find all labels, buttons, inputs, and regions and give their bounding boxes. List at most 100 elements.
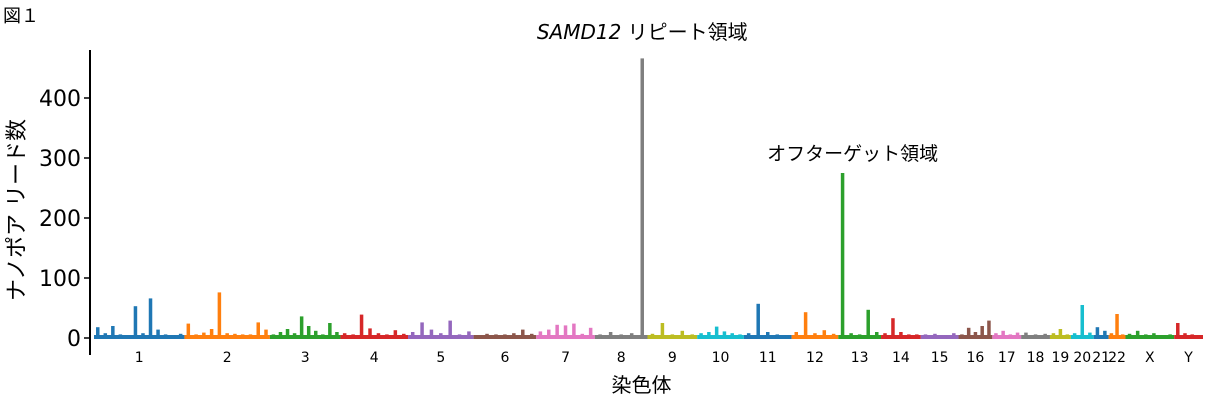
read-count-bar [987, 320, 991, 339]
read-count-bar [299, 316, 304, 339]
read-count-bar [1115, 314, 1119, 339]
read-count-bar [118, 334, 123, 339]
y-tick-label: 300 [39, 147, 81, 172]
x-tick-label-chr-19: 19 [1051, 350, 1069, 366]
annotation-gene-name: SAMD12 [537, 20, 621, 44]
read-count-bar [264, 329, 268, 339]
read-count-bar [1015, 332, 1020, 339]
chromosome-baseline-17 [992, 335, 1022, 339]
read-count-bar [278, 332, 283, 339]
read-count-bar [580, 333, 585, 339]
read-count-bar [866, 309, 870, 339]
read-count-bar [538, 331, 543, 339]
read-count-bar [1109, 333, 1114, 339]
x-tick-label-chr-22: 22 [1108, 350, 1126, 366]
x-tick-label-chr-6: 6 [500, 350, 509, 366]
x-tick-label-chr-13: 13 [851, 350, 869, 366]
x-tick-label-chr-Y: Y [1183, 350, 1193, 366]
read-count-bar [368, 328, 372, 339]
read-count-bar [1072, 333, 1077, 339]
read-count-bar [342, 333, 347, 339]
x-tick-label-chr-20: 20 [1073, 350, 1091, 366]
chromosome-baseline-21 [1093, 335, 1109, 339]
read-count-bar [1144, 334, 1148, 339]
annotation-off-target-region: オフターゲット領域 [767, 143, 938, 165]
chromosome-baseline-4 [340, 335, 409, 339]
read-count-bar [1103, 330, 1107, 339]
read-count-bar [803, 312, 808, 339]
read-count-bar [225, 333, 229, 339]
read-count-bar [891, 318, 895, 339]
read-count-bar [285, 329, 290, 339]
read-count-bar [359, 314, 364, 339]
read-count-bar [96, 327, 100, 339]
read-count-bar [240, 334, 245, 339]
y-tick-label: 100 [39, 267, 81, 292]
read-count-bar [126, 335, 130, 339]
read-count-bar [1095, 327, 1100, 339]
read-count-bar [133, 306, 138, 339]
read-count-bar [640, 58, 644, 340]
annotation-region-text: リピート領域 [621, 20, 747, 44]
read-count-bar [233, 333, 237, 339]
read-count-bar [831, 333, 836, 339]
read-count-bar [980, 326, 984, 339]
read-count-bar [1043, 333, 1047, 339]
figure-label: 図１ [3, 6, 39, 27]
chromosome-baseline-Y [1174, 335, 1203, 339]
read-count-bar [1168, 334, 1172, 339]
read-count-bar [756, 303, 760, 339]
read-count-bar [1183, 333, 1187, 339]
x-tick-label-chr-16: 16 [967, 350, 985, 366]
read-count-bar [775, 334, 780, 339]
read-count-bar [973, 332, 978, 339]
read-count-bar [680, 330, 685, 339]
read-count-bar [467, 331, 471, 339]
read-count-bar [840, 173, 845, 339]
annotation-samd12-region: SAMD12 リピート領域 [537, 20, 748, 44]
x-tick-label-chr-4: 4 [370, 350, 379, 366]
read-count-bar [952, 333, 956, 339]
read-count-bar [111, 326, 115, 339]
read-count-bar [699, 333, 703, 339]
read-count-bar [163, 334, 168, 339]
x-tick-label-chr-8: 8 [617, 350, 626, 366]
y-tick-label: 400 [39, 87, 81, 112]
read-count-bar [899, 332, 903, 339]
read-count-bar [494, 334, 498, 339]
read-count-bar [1176, 323, 1180, 339]
read-count-bar [351, 334, 355, 339]
read-count-bar [883, 333, 887, 339]
x-tick-label-chr-X: X [1145, 350, 1155, 366]
read-count-bar [420, 322, 424, 339]
read-count-bar [1058, 329, 1063, 339]
x-tick-label-chr-2: 2 [223, 350, 232, 366]
read-count-bar [103, 333, 108, 339]
x-tick-label-chr-10: 10 [712, 350, 730, 366]
read-count-bar [822, 330, 827, 339]
read-count-bar [503, 334, 507, 339]
read-count-bar [1127, 333, 1132, 339]
read-count-bar [966, 327, 971, 339]
chromosome-baseline-10 [697, 335, 744, 339]
read-count-bar [555, 324, 559, 339]
read-count-bar [629, 333, 634, 339]
read-count-bar [314, 330, 318, 339]
read-count-bar [271, 334, 276, 339]
read-count-bar [1051, 333, 1056, 339]
chromosome-baseline-1 [94, 335, 185, 339]
read-count-bar [156, 329, 160, 339]
read-count-bar [730, 333, 734, 339]
read-count-bar [1152, 333, 1156, 339]
read-count-bar [875, 332, 879, 339]
read-count-bar [385, 334, 389, 339]
read-count-bar [171, 335, 175, 339]
read-count-bar [321, 334, 325, 339]
read-count-bar [598, 334, 602, 339]
read-count-bar [529, 333, 534, 339]
x-tick-label-chr-11: 11 [759, 350, 777, 366]
read-count-bar [722, 331, 727, 339]
read-count-bar [209, 329, 214, 339]
read-count-bar [942, 335, 947, 339]
